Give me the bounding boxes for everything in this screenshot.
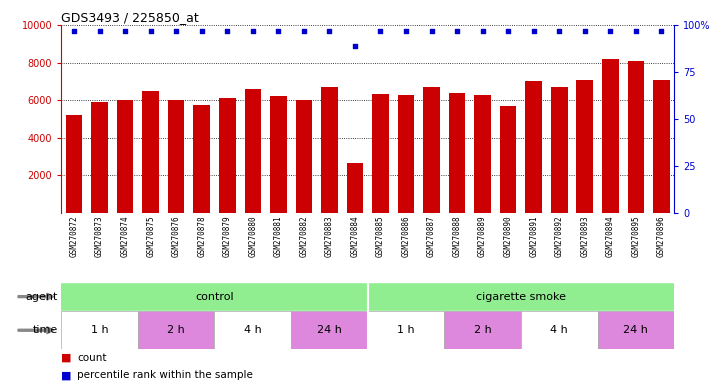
Point: [221, 28, 233, 34]
Text: 2 h: 2 h: [167, 325, 185, 335]
Point: [375, 28, 386, 34]
Bar: [244, 89, 261, 213]
Text: GSM270889: GSM270889: [478, 215, 487, 257]
Text: GSM270887: GSM270887: [427, 215, 436, 257]
Text: time: time: [32, 325, 58, 335]
Text: GSM270891: GSM270891: [529, 215, 538, 257]
Text: GSM270893: GSM270893: [580, 215, 589, 257]
Bar: [368, 282, 674, 311]
Text: 4 h: 4 h: [550, 325, 568, 335]
Bar: [448, 93, 465, 213]
Bar: [653, 79, 670, 213]
Text: 2 h: 2 h: [474, 325, 492, 335]
Bar: [598, 311, 674, 349]
Point: [324, 28, 335, 34]
Point: [528, 28, 539, 34]
Bar: [215, 311, 291, 349]
Text: 24 h: 24 h: [624, 325, 648, 335]
Text: GSM270896: GSM270896: [657, 215, 666, 257]
Point: [120, 28, 131, 34]
Text: 24 h: 24 h: [317, 325, 342, 335]
Bar: [526, 81, 542, 213]
Point: [196, 28, 208, 34]
Bar: [521, 311, 598, 349]
Bar: [372, 94, 389, 213]
Text: GSM270880: GSM270880: [248, 215, 257, 257]
Text: GSM270890: GSM270890: [504, 215, 513, 257]
Text: cigarette smoke: cigarette smoke: [476, 291, 566, 302]
Bar: [168, 100, 185, 213]
Text: GSM270894: GSM270894: [606, 215, 615, 257]
Point: [451, 28, 463, 34]
Text: GSM270885: GSM270885: [376, 215, 385, 257]
Text: 1 h: 1 h: [91, 325, 108, 335]
Text: 1 h: 1 h: [397, 325, 415, 335]
Text: GSM270892: GSM270892: [554, 215, 564, 257]
Bar: [117, 100, 133, 213]
Point: [170, 28, 182, 34]
Text: GSM270873: GSM270873: [95, 215, 104, 257]
Text: count: count: [77, 353, 107, 363]
Text: GSM270881: GSM270881: [274, 215, 283, 257]
Point: [298, 28, 309, 34]
Text: GSM270883: GSM270883: [325, 215, 334, 257]
Text: ■: ■: [61, 353, 72, 363]
Bar: [138, 311, 215, 349]
Text: GSM270886: GSM270886: [402, 215, 410, 257]
Text: GSM270895: GSM270895: [632, 215, 640, 257]
Text: 4 h: 4 h: [244, 325, 262, 335]
Text: GSM270882: GSM270882: [299, 215, 309, 257]
Point: [400, 28, 412, 34]
Bar: [577, 81, 593, 213]
Bar: [444, 311, 521, 349]
Point: [579, 28, 590, 34]
Text: GSM270884: GSM270884: [350, 215, 360, 257]
Point: [554, 28, 565, 34]
Text: GSM270888: GSM270888: [453, 215, 461, 257]
Bar: [193, 105, 210, 213]
Bar: [602, 59, 619, 213]
Bar: [500, 106, 516, 213]
Text: GSM270876: GSM270876: [172, 215, 181, 257]
Point: [247, 28, 259, 34]
Bar: [66, 115, 82, 213]
Bar: [61, 311, 138, 349]
Bar: [551, 87, 567, 213]
Text: control: control: [195, 291, 234, 302]
Point: [477, 28, 488, 34]
Text: GSM270874: GSM270874: [120, 215, 130, 257]
Bar: [398, 94, 415, 213]
Point: [604, 28, 616, 34]
Point: [273, 28, 284, 34]
Bar: [627, 61, 644, 213]
Point: [349, 43, 360, 49]
Bar: [61, 282, 368, 311]
Text: GDS3493 / 225850_at: GDS3493 / 225850_at: [61, 11, 199, 24]
Bar: [423, 87, 440, 213]
Text: GSM270872: GSM270872: [69, 215, 79, 257]
Text: GSM270879: GSM270879: [223, 215, 231, 257]
Bar: [291, 311, 368, 349]
Point: [426, 28, 438, 34]
Bar: [321, 87, 337, 213]
Bar: [296, 100, 312, 213]
Bar: [474, 94, 491, 213]
Bar: [347, 163, 363, 213]
Point: [503, 28, 514, 34]
Point: [145, 28, 156, 34]
Bar: [270, 96, 287, 213]
Text: percentile rank within the sample: percentile rank within the sample: [77, 370, 253, 381]
Text: ■: ■: [61, 370, 72, 381]
Point: [655, 28, 667, 34]
Point: [630, 28, 642, 34]
Bar: [219, 98, 236, 213]
Text: GSM270875: GSM270875: [146, 215, 155, 257]
Point: [94, 28, 105, 34]
Text: agent: agent: [25, 291, 58, 302]
Bar: [92, 102, 108, 213]
Text: GSM270878: GSM270878: [198, 215, 206, 257]
Bar: [142, 91, 159, 213]
Point: [68, 28, 80, 34]
Bar: [368, 311, 444, 349]
